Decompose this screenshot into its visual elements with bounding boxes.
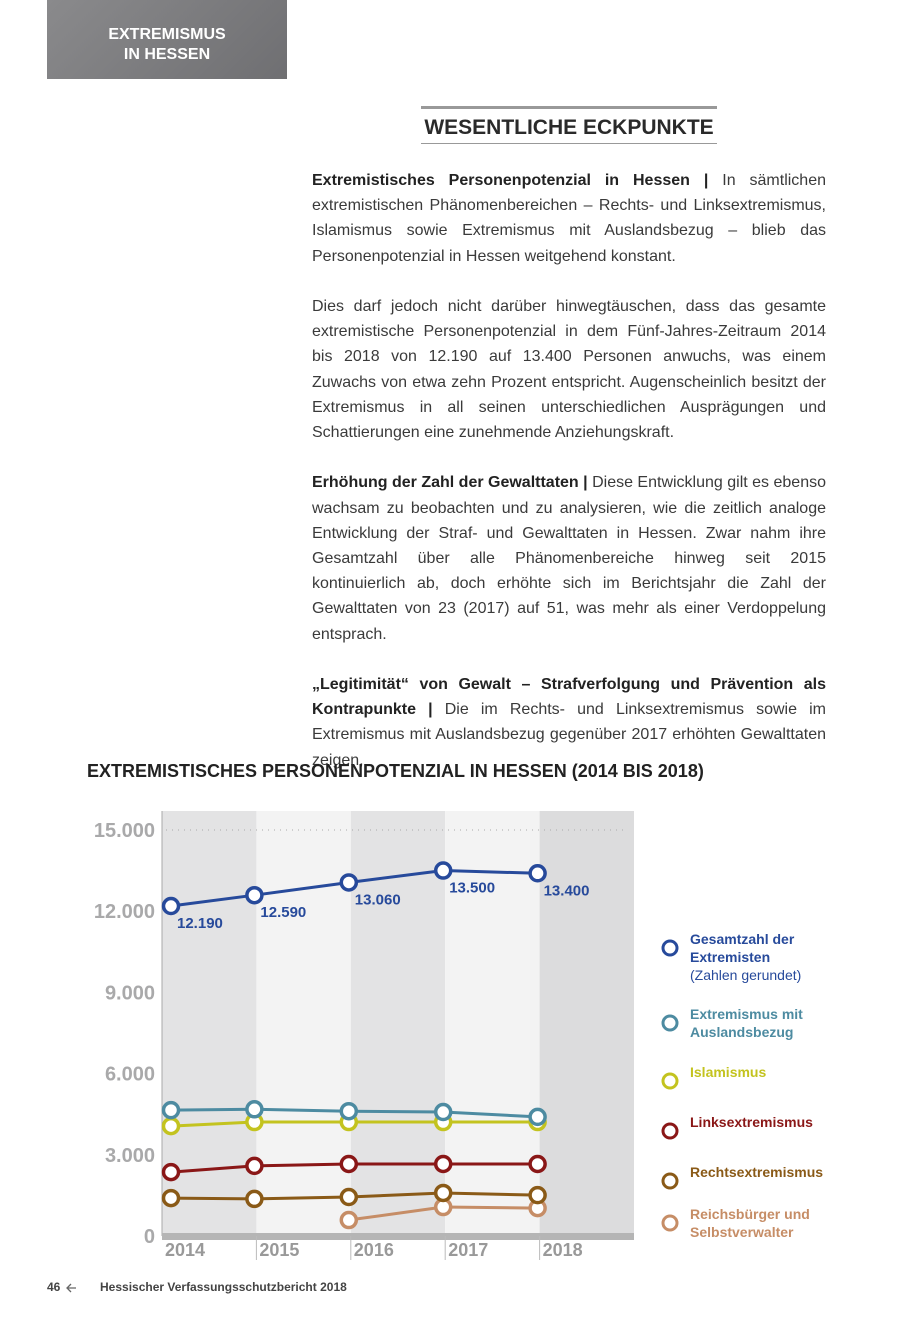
legend-entry: Islamismus [690, 1063, 815, 1081]
x-tick-label: 2017 [448, 1240, 488, 1260]
y-tick-label: 3.000 [105, 1145, 155, 1167]
page-number: 46 [47, 1280, 61, 1294]
legend-label: Reichsbürger und Selbstverwalter [690, 1206, 810, 1240]
body-text: Extremistisches Personenpotenzial in Hes… [312, 168, 826, 798]
data-label: 12.190 [177, 915, 223, 932]
data-point [245, 1156, 264, 1176]
chart-title: EXTREMISTISCHES PERSONENPOTENZIAL IN HES… [87, 761, 704, 781]
section-tab: EXTREMISMUS IN HESSEN [47, 0, 287, 79]
legend-entry: Reichsbürger und Selbstverwalter [690, 1205, 815, 1241]
legend-marker [661, 1072, 679, 1090]
text: In sämtlichen extremistischen Phänomenbe… [312, 172, 826, 265]
data-point [339, 1210, 359, 1230]
y-tick-label: 6.000 [105, 1064, 155, 1086]
legend-marker [661, 1014, 679, 1032]
legend-marker [661, 1214, 679, 1232]
data-label: 13.400 [544, 882, 590, 899]
data-point [433, 1102, 453, 1122]
paragraph: Dies darf jedoch nicht darüber hinwegtäu… [312, 294, 826, 445]
legend-circle [661, 1214, 679, 1232]
x-tick-label: 2014 [165, 1240, 205, 1260]
data-point [528, 1154, 547, 1174]
legend-label: Gesamtzahl der Extremisten [690, 931, 795, 965]
data-point [339, 1154, 359, 1174]
legend-note: (Zahlen gerundet) [690, 967, 802, 983]
paragraph: Erhöhung der Zahl der Gewalttaten | Dies… [312, 470, 826, 646]
data-point [528, 1185, 547, 1205]
legend-circle [661, 1072, 679, 1090]
data-point [433, 1154, 453, 1174]
y-tick-label: 15.000 [94, 820, 155, 842]
data-point [245, 1100, 264, 1119]
column-band [445, 811, 540, 1236]
text: Die im Rechts- und Linksextremismus sowi… [312, 701, 827, 769]
text: Diese Entwicklung gilt es ebenso wachsam… [312, 474, 826, 643]
x-axis [162, 1233, 634, 1240]
data-point [245, 1189, 264, 1209]
legend-label: Rechtsextremismus [690, 1164, 824, 1180]
legend-entry: Extremismus mit Auslandsbezug [690, 1005, 815, 1041]
footer-title: Hessischer Verfassungsschutzbericht 2018 [100, 1280, 347, 1294]
data-point [433, 861, 453, 880]
data-point [339, 1101, 359, 1121]
section-title: WESENTLICHE ECKPUNKTE [421, 106, 717, 144]
x-tick-label: 2015 [259, 1240, 299, 1260]
legend-label: Extremismus mit Auslandsbezug [690, 1006, 803, 1040]
arrow-icon [66, 1283, 76, 1293]
paragraph: Extremistisches Personenpotenzial in Hes… [312, 168, 826, 269]
legend-entry: Rechtsextremismus [690, 1163, 823, 1181]
data-point [245, 885, 264, 905]
text: Dies darf jedoch nicht darüber hinwegtäu… [312, 298, 826, 442]
lead: Extremistisches Personenpotenzial in Hes… [312, 172, 709, 189]
data-point [161, 1188, 181, 1208]
data-label: 13.060 [355, 891, 401, 908]
data-point [161, 1100, 181, 1120]
data-point [161, 896, 181, 916]
data-point [433, 1183, 453, 1203]
y-tick-label: 9.000 [105, 982, 155, 1004]
legend-label: Linksextremismus [690, 1114, 813, 1130]
column-band [256, 811, 351, 1236]
lead: Erhöhung der Zahl der Gewalttaten | [312, 474, 588, 492]
x-tick-label: 2016 [354, 1240, 394, 1260]
data-point [528, 864, 547, 883]
tab-line: IN HESSEN [123, 46, 211, 63]
legend-circle [661, 1172, 679, 1190]
legend-entry: Linksextremismus [690, 1113, 815, 1131]
legend-marker [661, 939, 679, 957]
lead: „Legitimität“ von Gewalt – Strafverfolgu… [312, 676, 826, 719]
column-band [162, 811, 257, 1236]
y-tick-label: 12.000 [94, 901, 155, 923]
x-tick-label: 2018 [543, 1240, 583, 1260]
data-point [339, 1187, 359, 1207]
legend-circle [661, 939, 679, 957]
data-label: 12.590 [260, 904, 306, 921]
data-point [161, 1162, 181, 1182]
legend-marker [661, 1172, 679, 1190]
y-tick-label: 0 [144, 1226, 155, 1248]
data-point [161, 1116, 181, 1136]
legend-circle [661, 1014, 679, 1032]
data-label: 13.500 [449, 880, 495, 897]
legend-marker [661, 1122, 679, 1140]
legend-circle [661, 1122, 679, 1140]
legend-label: Islamismus [690, 1064, 767, 1080]
data-point [339, 873, 359, 892]
column-band [539, 811, 634, 1236]
chart: 0 3.000 6.000 9.000 12.000 15.000 2014 2015 2016… [94, 811, 634, 1260]
paragraph: „Legitimität“ von Gewalt – Strafverfolgu… [312, 672, 826, 773]
data-point [528, 1107, 547, 1127]
legend-entry: Gesamtzahl der Extremisten (Zahlen gerund… [690, 930, 815, 984]
tab-line: EXTREMISMUS [108, 26, 226, 43]
